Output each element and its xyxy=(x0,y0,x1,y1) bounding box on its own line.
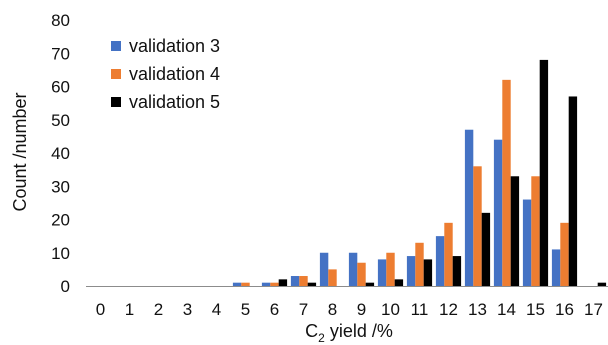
legend: validation 3 validation 4 validation 5 xyxy=(111,36,220,112)
bar-validation-4-10 xyxy=(386,252,395,286)
bar-validation-3-6 xyxy=(261,282,271,286)
bar-validation-5-17 xyxy=(597,282,607,286)
y-tick-label: 20 xyxy=(51,211,70,230)
bar-validation-3-12 xyxy=(435,236,445,287)
bar-validation-5-16 xyxy=(568,96,578,286)
y-axis-title: Count /number xyxy=(10,92,30,211)
bar-validation-4-9 xyxy=(357,262,366,286)
y-tick-label: 40 xyxy=(51,144,70,163)
x-tick-label: 16 xyxy=(555,300,574,319)
bar-validation-3-11 xyxy=(406,256,416,286)
bar-validation-5-13 xyxy=(481,212,491,286)
x-tick-label: 15 xyxy=(526,300,545,319)
bar-validation-4-5 xyxy=(241,282,250,286)
x-tick-label: 1 xyxy=(125,300,134,319)
bar-validation-3-5 xyxy=(232,282,242,286)
bar-validation-4-13 xyxy=(473,166,482,286)
legend-swatch xyxy=(111,41,121,51)
x-tick-label: 2 xyxy=(154,300,163,319)
bar-validation-3-10 xyxy=(377,259,387,286)
x-tick-label: 11 xyxy=(411,300,429,319)
x-tick-label: 12 xyxy=(439,300,458,319)
bar-validation-3-8 xyxy=(319,252,329,286)
bar-validation-4-12 xyxy=(444,222,453,286)
x-tick-label: 6 xyxy=(270,300,279,319)
bar-validation-5-10 xyxy=(394,279,404,286)
bar-validation-3-15 xyxy=(522,199,532,286)
x-tick-label: 0 xyxy=(96,300,105,319)
legend-label: validation 4 xyxy=(129,64,220,84)
x-axis-title: C2 yield /% xyxy=(305,321,393,345)
y-tick-label: 10 xyxy=(51,244,70,263)
bar-validation-4-14 xyxy=(502,79,511,286)
x-tick-label: 3 xyxy=(183,300,192,319)
bar-validation-4-16 xyxy=(560,222,569,286)
legend-swatch xyxy=(111,97,121,107)
x-tick-label: 4 xyxy=(212,300,221,319)
bar-validation-5-9 xyxy=(365,282,375,286)
bar-validation-3-14 xyxy=(493,139,503,286)
y-tick-label: 0 xyxy=(61,277,70,296)
bars-layer xyxy=(232,59,607,287)
bar-validation-5-7 xyxy=(307,282,317,286)
x-tick-label: 9 xyxy=(357,300,366,319)
bar-validation-4-6 xyxy=(270,282,279,286)
bar-validation-5-12 xyxy=(452,256,462,286)
y-tick-label: 60 xyxy=(51,78,70,97)
bar-validation-5-6 xyxy=(278,279,288,286)
y-tick-label: 70 xyxy=(51,44,70,63)
legend-swatch xyxy=(111,69,121,79)
legend-item: validation 5 xyxy=(111,92,220,112)
y-tick-label: 30 xyxy=(51,177,70,196)
bar-validation-5-15 xyxy=(539,59,549,287)
x-axis-title-main: C xyxy=(305,321,318,341)
legend-item: validation 4 xyxy=(111,64,220,84)
legend-label: validation 3 xyxy=(129,36,220,56)
x-tick-label: 5 xyxy=(241,300,250,319)
y-tick-label: 50 xyxy=(51,111,70,130)
bar-validation-5-11 xyxy=(423,259,433,286)
bar-validation-3-7 xyxy=(290,276,300,286)
x-tick-label: 14 xyxy=(497,300,516,319)
bar-validation-4-8 xyxy=(328,269,337,287)
x-tick-label: 10 xyxy=(381,300,400,319)
x-tick-labels: 0 1 2 3 4 5 6 7 8 9 10 11 12 13 14 15 16 17 xyxy=(96,300,603,319)
bar-validation-3-16 xyxy=(551,249,561,286)
x-axis-title-rest: yield /% xyxy=(325,321,393,341)
bar-validation-4-11 xyxy=(415,242,424,286)
bar-validation-3-13 xyxy=(464,129,474,286)
legend-label: validation 5 xyxy=(129,92,220,112)
bar-validation-3-9 xyxy=(348,252,358,286)
bar-validation-5-14 xyxy=(510,176,520,286)
x-tick-label: 17 xyxy=(584,300,603,319)
y-tick-label: 80 xyxy=(51,11,70,30)
x-axis-title-subscript: 2 xyxy=(318,331,325,345)
y-tick-labels: 0 10 20 30 40 50 60 70 80 xyxy=(51,11,70,296)
bar-validation-4-7 xyxy=(299,276,308,286)
bar-validation-4-15 xyxy=(531,176,540,286)
legend-item: validation 3 xyxy=(111,36,220,56)
x-tick-label: 13 xyxy=(468,300,487,319)
x-tick-label: 7 xyxy=(299,300,308,319)
x-tick-label: 8 xyxy=(328,300,337,319)
